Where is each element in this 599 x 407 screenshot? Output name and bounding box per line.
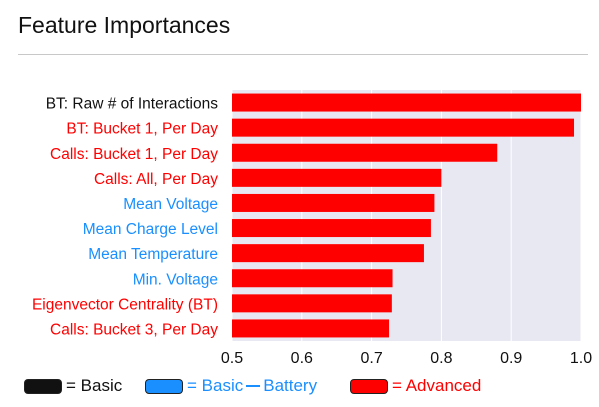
- category-label: Calls: Bucket 3, Per Day: [50, 321, 218, 338]
- legend-battery-label-2: Battery: [263, 376, 318, 395]
- x-tick-label: 0.8: [430, 350, 452, 367]
- legend-battery-swatch: [145, 378, 183, 394]
- bar: [232, 269, 393, 288]
- category-label: Calls: All, Per Day: [94, 171, 218, 188]
- legend-advanced-label: = Advanced: [392, 376, 482, 395]
- bar: [232, 244, 424, 263]
- bar: [232, 93, 581, 112]
- x-tick-label: 0.9: [500, 350, 522, 367]
- legend-basic: = Basic: [24, 373, 122, 399]
- legend-advanced: = Advanced: [350, 373, 481, 399]
- category-label: Min. Voltage: [133, 271, 218, 288]
- bar: [232, 294, 392, 313]
- legend-battery: = Basic Battery: [145, 373, 317, 399]
- bar: [232, 319, 390, 338]
- legend-basic-label: = Basic: [66, 376, 123, 395]
- legend-battery-dash: [246, 385, 261, 387]
- category-label: Mean Charge Level: [83, 221, 218, 238]
- category-label: Mean Temperature: [88, 246, 218, 263]
- x-tick-labels: 0.5 0.6 0.7 0.8 0.9 1.0: [221, 350, 592, 367]
- bar: [232, 143, 498, 162]
- bar: [232, 219, 431, 238]
- bar: [232, 118, 575, 137]
- legend-battery-label-1: = Basic: [187, 376, 244, 395]
- category-labels: BT: Raw # of Interactions BT: Bucket 1, P…: [32, 96, 218, 339]
- chart-title: Feature Importances: [18, 12, 231, 38]
- x-tick-label: 0.7: [360, 350, 382, 367]
- legend-basic-swatch: [24, 378, 62, 394]
- category-label: Eigenvector Centrality (BT): [32, 296, 218, 313]
- bar-chart: BT: Raw # of Interactions BT: Bucket 1, P…: [32, 90, 592, 367]
- category-label: BT: Bucket 1, Per Day: [66, 121, 218, 138]
- category-label: BT: Raw # of Interactions: [46, 96, 219, 113]
- x-tick-label: 0.6: [291, 350, 313, 367]
- legend-advanced-swatch: [350, 378, 388, 394]
- title-divider: [18, 54, 588, 55]
- x-tick-label: 0.5: [221, 350, 243, 367]
- category-label: Calls: Bucket 1, Per Day: [50, 146, 218, 163]
- bar: [232, 193, 435, 212]
- x-tick-label: 1.0: [570, 350, 592, 367]
- bar: [232, 168, 442, 187]
- category-label: Mean Voltage: [123, 196, 218, 213]
- bars: [232, 93, 581, 338]
